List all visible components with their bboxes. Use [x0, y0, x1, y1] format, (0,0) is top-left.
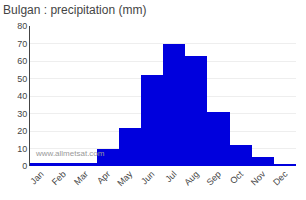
svg-text:www.allmetsat.com: www.allmetsat.com: [35, 149, 105, 158]
svg-text:10: 10: [17, 144, 27, 154]
svg-text:Aug: Aug: [182, 169, 200, 187]
svg-text:70: 70: [17, 39, 27, 49]
svg-text:Jun: Jun: [139, 169, 156, 186]
svg-text:May: May: [115, 169, 134, 188]
svg-text:Sep: Sep: [205, 169, 223, 187]
svg-text:Apr: Apr: [95, 169, 112, 186]
svg-text:Nov: Nov: [249, 169, 268, 188]
svg-text:60: 60: [17, 56, 27, 66]
svg-text:Mar: Mar: [72, 169, 90, 187]
svg-text:30: 30: [17, 109, 27, 119]
svg-text:Bulgan : precipitation (mm): Bulgan : precipitation (mm): [3, 3, 146, 17]
svg-text:50: 50: [17, 74, 27, 84]
svg-text:40: 40: [17, 91, 27, 101]
svg-text:Jul: Jul: [163, 169, 178, 184]
svg-text:0: 0: [22, 161, 27, 171]
svg-text:Feb: Feb: [50, 169, 68, 187]
svg-text:Jan: Jan: [28, 169, 45, 186]
svg-text:20: 20: [17, 126, 27, 136]
svg-text:80: 80: [17, 21, 27, 31]
svg-text:Dec: Dec: [271, 169, 290, 188]
svg-text:Oct: Oct: [228, 169, 245, 186]
